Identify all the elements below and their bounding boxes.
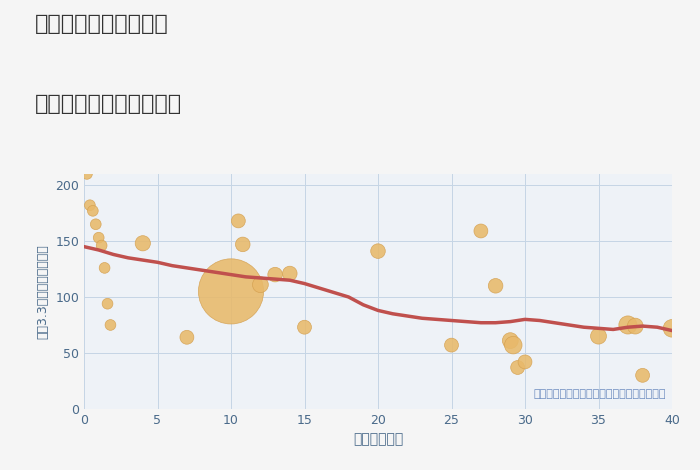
Text: 円の大きさは、取引のあった物件面積を示す: 円の大きさは、取引のあった物件面積を示す [533,390,666,400]
Point [102,300,113,307]
Point [284,270,295,277]
Point [88,207,99,215]
Point [666,325,678,332]
Point [181,334,193,341]
Point [137,240,148,247]
Point [96,242,107,249]
Point [84,202,95,209]
Point [622,321,634,329]
Point [508,341,519,349]
Point [299,323,310,331]
Point [475,227,486,235]
Text: 築年数別中古戸建て価格: 築年数別中古戸建て価格 [35,94,182,114]
Point [270,271,281,278]
Point [232,217,244,225]
Point [490,282,501,290]
Point [512,364,524,371]
Point [225,288,237,295]
Point [630,322,641,330]
Point [372,247,384,255]
X-axis label: 築年数（年）: 築年数（年） [353,432,403,446]
Text: 兵庫県西宮市宮前町の: 兵庫県西宮市宮前町の [35,14,169,34]
Point [237,241,248,248]
Point [255,281,266,289]
Point [446,341,457,349]
Point [105,321,116,329]
Point [90,220,101,228]
Y-axis label: 坪（3.3㎡）単価（万円）: 坪（3.3㎡）単価（万円） [36,244,50,339]
Point [505,337,516,345]
Point [99,264,110,272]
Point [81,170,92,178]
Point [519,358,531,366]
Point [93,234,104,242]
Point [593,332,604,340]
Point [637,372,648,379]
